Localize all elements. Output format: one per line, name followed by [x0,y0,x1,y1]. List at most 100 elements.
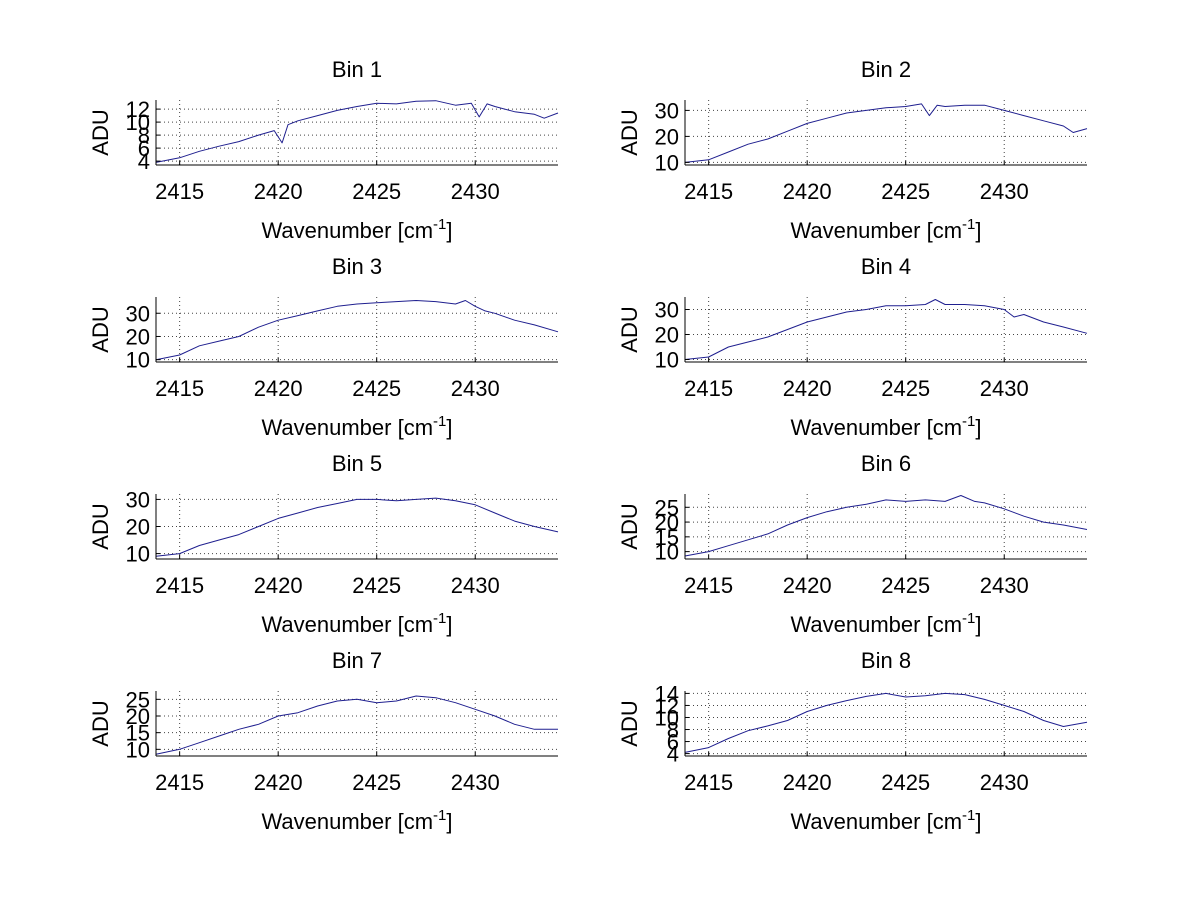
x-tick-label: 2415 [684,573,733,598]
data-series-line [155,695,558,755]
x-tick-label: 2430 [980,770,1029,795]
chart-title: Bin 8 [861,648,911,673]
x-tick-label: 2420 [783,179,832,204]
x-tick-label: 2420 [254,573,303,598]
chart-title: Bin 1 [332,57,382,82]
y-tick-label: 12 [126,97,150,122]
y-tick-label: 30 [655,98,679,123]
x-tick-label: 2425 [881,770,930,795]
y-tick-label: 10 [655,540,679,565]
x-axis-label: Wavenumber [cm-1] [261,413,452,440]
x-axis-label: Wavenumber [cm-1] [790,610,981,637]
x-tick-label: 2420 [254,376,303,401]
x-tick-label: 2430 [451,376,500,401]
x-axis-label: Wavenumber [cm-1] [790,413,981,440]
y-tick-label: 30 [126,487,150,512]
y-axis-label: ADU [617,109,642,155]
x-axis-label: Wavenumber [cm-1] [261,610,452,637]
chart-title: Bin 6 [861,451,911,476]
x-tick-label: 2425 [352,179,401,204]
y-tick-label: 10 [126,348,150,373]
x-tick-label: 2430 [451,179,500,204]
y-tick-label: 30 [126,301,150,326]
y-tick-label: 4 [667,742,679,767]
y-axis-label: ADU [617,700,642,746]
chart-title: Bin 7 [332,648,382,673]
data-series-line [684,692,1088,753]
y-tick-label: 30 [655,298,679,323]
data-series-line [155,497,559,557]
y-tick-label: 10 [655,150,679,175]
x-tick-label: 2415 [155,573,204,598]
x-tick-label: 2425 [881,376,930,401]
x-tick-label: 2415 [684,770,733,795]
y-tick-label: 20 [655,323,679,348]
y-tick-label: 20 [126,704,150,729]
chart-title: Bin 4 [861,254,911,279]
chart-title: Bin 3 [332,254,382,279]
y-tick-label: 8 [138,123,150,148]
x-tick-label: 2420 [783,770,832,795]
y-tick-label: 10 [655,348,679,373]
y-tick-label: 20 [655,510,679,535]
x-tick-label: 2420 [783,376,832,401]
data-series-line [155,100,559,163]
x-tick-label: 2415 [684,179,733,204]
x-tick-label: 2425 [352,770,401,795]
x-tick-label: 2425 [881,179,930,204]
data-series-line [684,103,1088,163]
y-axis-label: ADU [617,503,642,549]
y-axis-label: ADU [88,700,113,746]
y-tick-label: 4 [138,149,150,174]
x-tick-label: 2420 [783,573,832,598]
y-tick-label: 10 [655,705,679,730]
y-tick-label: 15 [655,525,679,550]
x-tick-label: 2425 [352,376,401,401]
y-tick-label: 6 [667,730,679,755]
y-axis-label: ADU [617,306,642,352]
y-tick-label: 20 [126,515,150,540]
y-tick-label: 12 [655,693,679,718]
x-tick-label: 2430 [980,376,1029,401]
y-tick-label: 14 [655,681,679,706]
chart-title: Bin 5 [332,451,382,476]
y-axis-label: ADU [88,306,113,352]
y-axis-label: ADU [88,109,113,155]
y-tick-label: 20 [126,324,150,349]
x-tick-label: 2430 [451,573,500,598]
y-tick-label: 20 [655,124,679,149]
chart-title: Bin 2 [861,57,911,82]
x-axis-label: Wavenumber [cm-1] [790,216,981,243]
y-tick-label: 15 [126,721,150,746]
y-tick-label: 8 [667,718,679,743]
y-tick-label: 25 [655,495,679,520]
x-tick-label: 2415 [155,179,204,204]
y-tick-label: 25 [126,687,150,712]
x-tick-label: 2415 [684,376,733,401]
x-tick-label: 2430 [980,573,1029,598]
x-axis-label: Wavenumber [cm-1] [790,807,981,834]
x-tick-label: 2415 [155,770,204,795]
x-tick-label: 2430 [451,770,500,795]
y-axis-label: ADU [88,503,113,549]
x-axis-label: Wavenumber [cm-1] [261,216,452,243]
x-tick-label: 2420 [254,179,303,204]
x-tick-label: 2425 [352,573,401,598]
y-tick-label: 10 [126,110,150,135]
data-series-line [684,299,1088,360]
x-tick-label: 2430 [980,179,1029,204]
x-tick-label: 2415 [155,376,204,401]
x-tick-label: 2425 [881,573,930,598]
data-series-line [684,495,1088,557]
data-series-line [155,300,559,361]
y-tick-label: 10 [126,737,150,762]
